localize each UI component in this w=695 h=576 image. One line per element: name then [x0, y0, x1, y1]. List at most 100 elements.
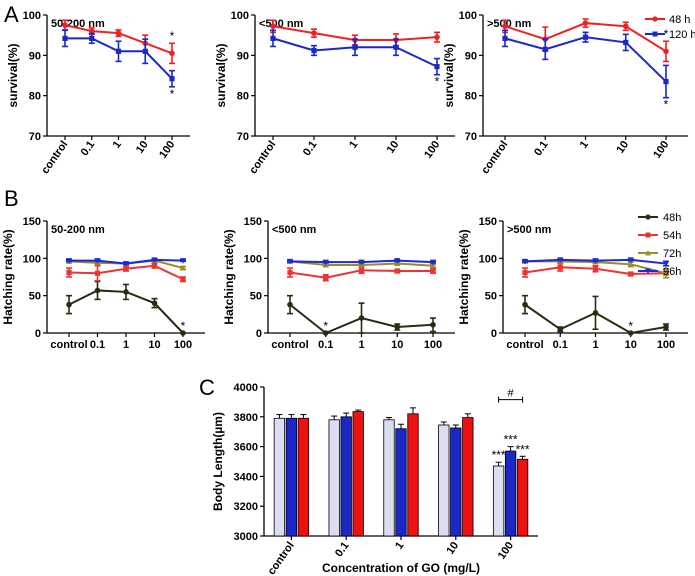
significance-marker: *	[323, 319, 328, 333]
x-tick-label: 100	[651, 139, 671, 161]
series-54h	[66, 262, 186, 283]
y-tick-label: 150	[244, 216, 262, 228]
series-54h	[287, 266, 436, 282]
y-tick-label: 100	[459, 10, 477, 22]
significance-marker: ***	[516, 442, 530, 456]
data-point	[623, 39, 629, 46]
y-tick-label: 50	[250, 291, 262, 303]
legend-b-48h-marker	[645, 214, 651, 220]
significance-marker: *	[664, 98, 669, 112]
y-tick-label: 0	[256, 328, 262, 340]
data-point	[557, 264, 563, 270]
x-tick-label: 100	[157, 139, 177, 161]
panel-label-b: B	[4, 186, 19, 211]
data-point	[430, 259, 436, 266]
data-point	[115, 30, 122, 36]
series-96h	[287, 258, 436, 266]
x-tick-label: 1	[358, 339, 364, 351]
x-tick-label: 0.1	[90, 339, 105, 351]
x-tick-label: 0.1	[79, 139, 98, 158]
legend-a: 48 h 120 h	[645, 14, 695, 41]
x-tick-label: control	[271, 339, 308, 351]
data-point	[522, 258, 528, 265]
y-axis-label: Hatching rate(%)	[1, 229, 15, 324]
legend-b-54h-label: 54h	[663, 230, 681, 242]
bar-series-2	[297, 407, 529, 537]
data-point	[430, 321, 436, 328]
data-point	[502, 23, 508, 30]
x-tick-label: 10	[614, 139, 631, 156]
y-axis-label: survival(%)	[6, 43, 20, 107]
legend-a-120h-label: 120 h	[669, 29, 695, 41]
y-tick-label: 3200	[234, 501, 258, 513]
data-point	[66, 258, 72, 264]
data-point	[557, 257, 564, 264]
data-point	[627, 257, 634, 264]
data-point	[394, 324, 401, 330]
x-tick-label: 100	[174, 339, 192, 351]
data-point	[582, 34, 589, 40]
bar	[462, 417, 474, 537]
data-point	[592, 310, 599, 316]
bar	[492, 465, 505, 537]
y-tick-label: 100	[23, 253, 41, 265]
significance-marker: ***	[504, 433, 518, 447]
data-point	[311, 30, 317, 36]
data-point	[592, 258, 599, 264]
y-tick-label: 70	[465, 131, 477, 143]
legend-b: 48h 54h 72h 96h	[638, 212, 681, 278]
bar	[450, 427, 462, 537]
bar	[504, 450, 517, 537]
x-tick-label: 10	[385, 139, 402, 156]
data-point	[270, 35, 276, 41]
data-point	[123, 266, 129, 272]
series-96h	[66, 257, 186, 267]
y-axis-label: survival(%)	[214, 43, 228, 107]
data-point	[151, 300, 158, 306]
x-tick-label: 1	[578, 139, 591, 151]
series-48h	[287, 294, 436, 336]
data-point	[88, 28, 95, 34]
significance-marker: *	[181, 319, 186, 333]
data-point	[393, 44, 399, 50]
legend-a-48h-marker	[652, 16, 658, 22]
series-120h	[62, 29, 175, 88]
bar	[516, 458, 529, 537]
data-point	[622, 23, 629, 30]
y-tick-label: 0	[491, 328, 497, 340]
bar	[395, 428, 407, 537]
significance-marker: *	[664, 27, 669, 41]
legend-b-96h-label: 96h	[663, 266, 681, 278]
significance-marker: *	[170, 87, 175, 101]
y-axis-label: survival(%)	[442, 43, 456, 107]
data-point	[115, 48, 122, 54]
data-point	[94, 258, 101, 264]
y-tick-label: 90	[465, 50, 477, 62]
x-tick-label: 10	[625, 339, 637, 351]
data-point	[180, 258, 186, 264]
data-point	[522, 301, 528, 308]
data-point	[434, 64, 440, 70]
x-tick-label: control	[247, 139, 278, 176]
data-point	[322, 259, 329, 266]
bar	[438, 424, 450, 537]
y-tick-label: 100	[231, 10, 249, 22]
y-tick-label: 80	[29, 91, 41, 103]
significance-marker: *	[628, 319, 633, 333]
data-point	[180, 276, 186, 282]
x-tick-label: 10	[134, 139, 151, 156]
bar	[407, 413, 419, 537]
x-axis-label: Concentration of GO (mg/L)	[322, 561, 480, 575]
data-point	[62, 35, 68, 41]
chart-b2: 0 50 100 150 control 0.1 1 10 100 Hatching rate(%…	[222, 216, 455, 351]
bar	[340, 416, 352, 537]
data-point	[663, 78, 669, 85]
y-tick-label: 3800	[234, 412, 258, 424]
bar	[297, 417, 310, 537]
series-48h	[62, 19, 175, 65]
y-axis-label: Body Length(µm)	[211, 412, 225, 511]
y-tick-label: 3600	[234, 442, 258, 454]
data-point	[66, 301, 72, 308]
